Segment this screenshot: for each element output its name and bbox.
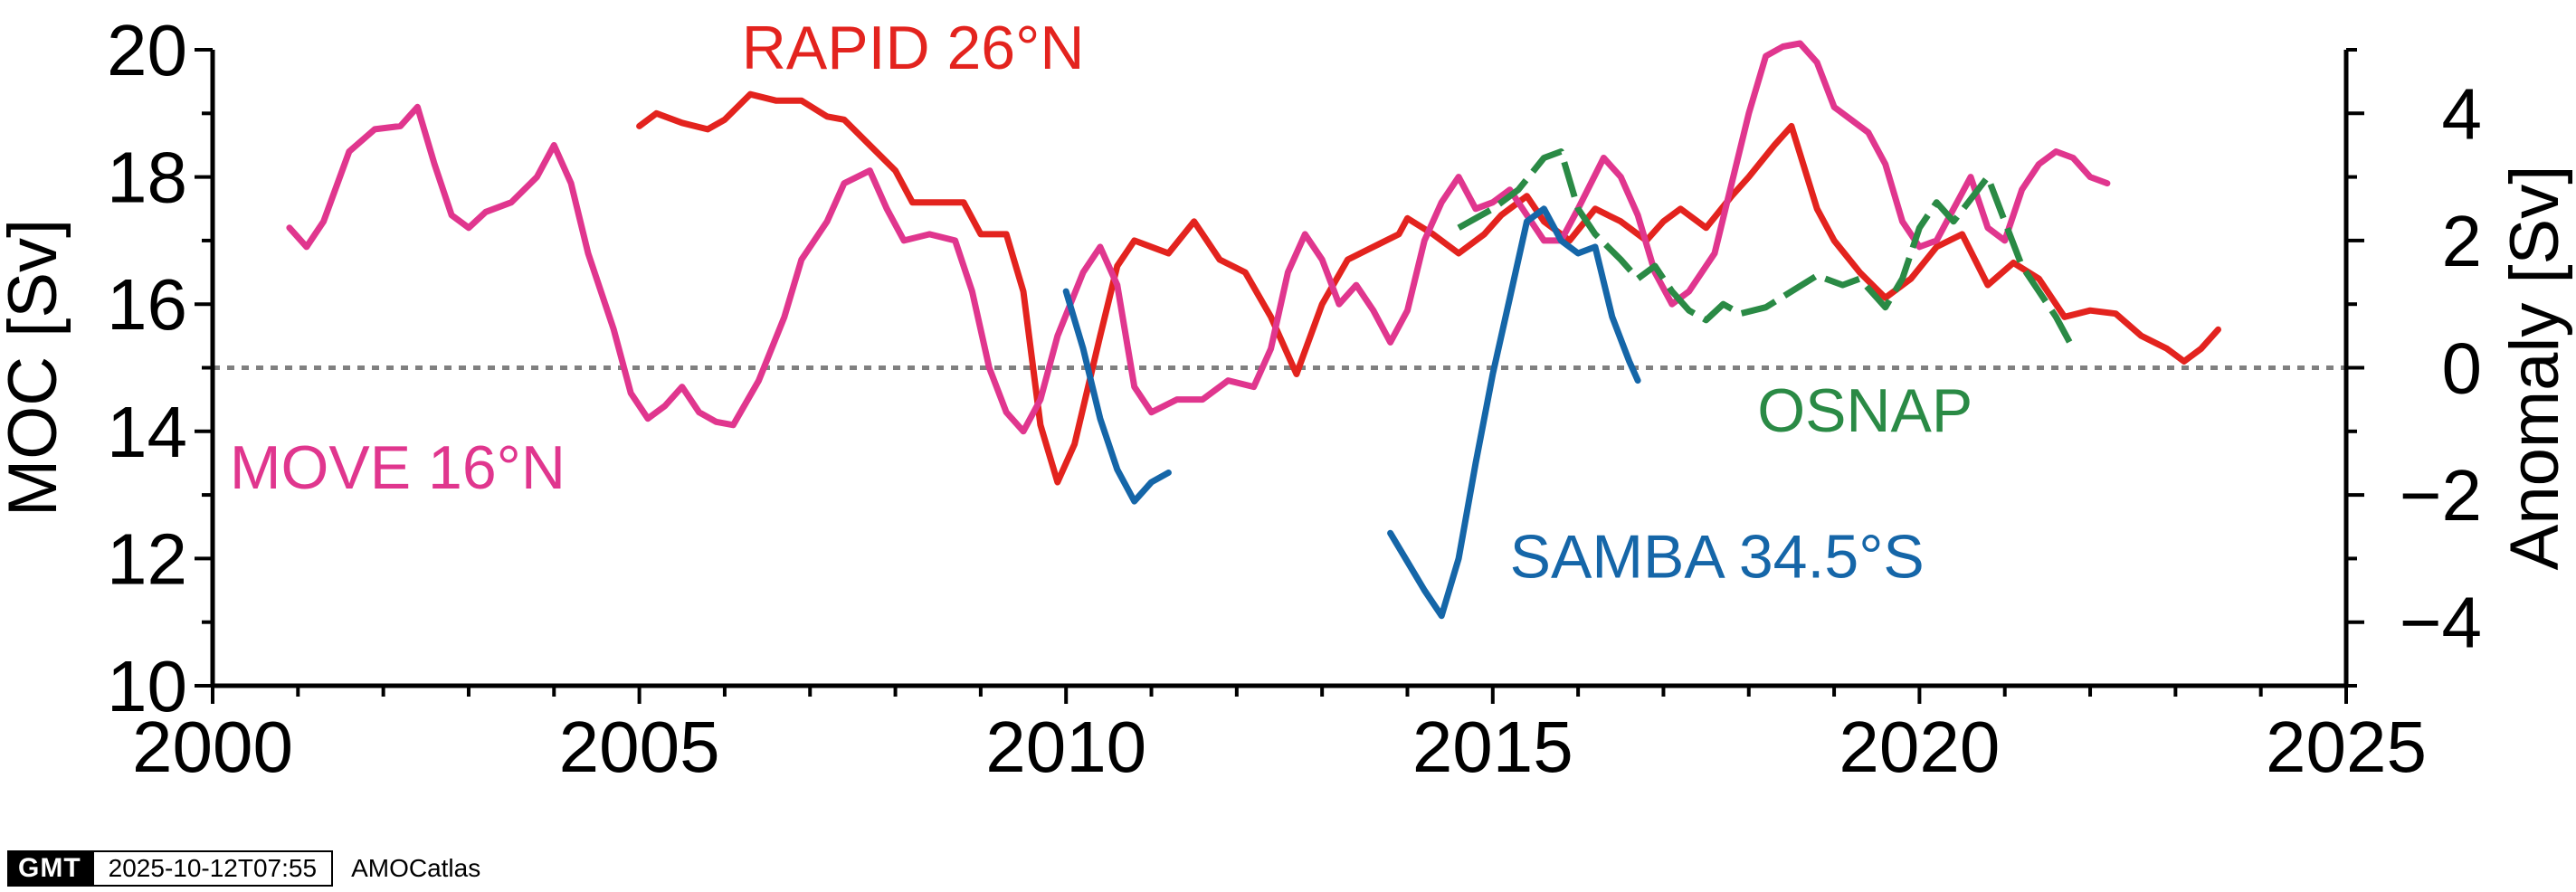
y2-tick-label: 4	[2442, 73, 2483, 154]
y-tick-label: 10	[107, 646, 187, 726]
series-line-0	[636, 90, 2221, 486]
axes-layer	[195, 48, 2364, 704]
y-tick-label: 18	[107, 138, 187, 218]
series-line-2	[1457, 148, 2077, 351]
series-label-1: MOVE 16°N	[230, 433, 566, 502]
y-axis-title: MOC [Sv]	[0, 219, 71, 517]
y-tick-label: 14	[107, 392, 187, 472]
y-tick-label: 16	[107, 264, 187, 345]
x-tick-label: 2010	[985, 707, 1146, 787]
labels-layer: RAPID 26°N MOVE 16°N OSNAP SAMBA 34.5°S 2000…	[0, 10, 2573, 787]
y2-tick-label: 0	[2442, 328, 2483, 409]
series-line-1	[286, 40, 2111, 435]
series-label-0: RAPID 26°N	[742, 14, 1085, 82]
timestamp: 2025-10-12T07:55	[91, 850, 334, 887]
x-tick-label: 2020	[1839, 707, 2000, 787]
credit: AMOCatlas	[351, 854, 481, 882]
y2-tick-label: 2	[2442, 201, 2483, 281]
y2-tick-label: −4	[2400, 583, 2482, 663]
x-tick-label: 2005	[559, 707, 720, 787]
series-label-2: OSNAP	[1757, 376, 1972, 445]
footer: GMT 2025-10-12T07:55 AMOCatlas	[7, 850, 480, 887]
y2-tick-label: −2	[2400, 455, 2482, 536]
gmt-logo: GMT	[7, 850, 92, 887]
y-tick-label: 12	[107, 518, 187, 599]
chart: RAPID 26°N MOVE 16°N OSNAP SAMBA 34.5°S 2000…	[0, 10, 2573, 787]
y2-axis-title: Anomaly [Sv]	[2496, 166, 2573, 571]
x-tick-label: 2025	[2266, 707, 2427, 787]
series-line-3	[1062, 205, 1641, 620]
x-tick-label: 2015	[1412, 707, 1573, 787]
x-tick-label: 2000	[132, 707, 293, 787]
y-tick-label: 20	[107, 10, 187, 90]
series-label-3: SAMBA 34.5°S	[1510, 522, 1925, 591]
series-layer	[286, 40, 2221, 620]
